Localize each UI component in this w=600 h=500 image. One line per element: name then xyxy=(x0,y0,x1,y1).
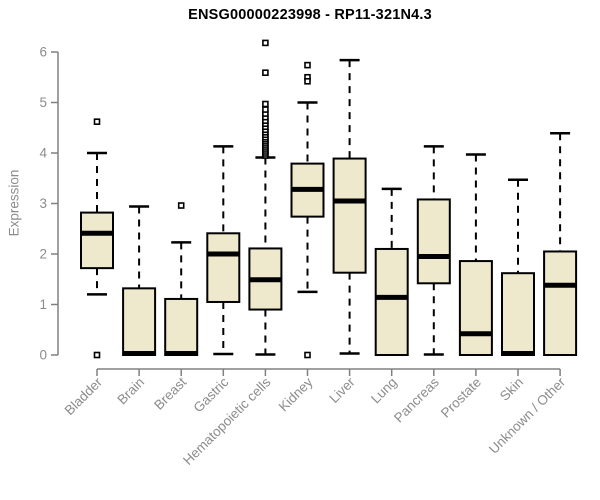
boxplot-lung: Lung xyxy=(368,187,409,407)
x-tick-label: Lung xyxy=(368,375,400,407)
y-tick-label: 0 xyxy=(39,348,47,363)
y-tick-label: 6 xyxy=(39,45,47,60)
boxplot-breast: Breast xyxy=(151,202,199,413)
y-tick-label: 1 xyxy=(39,297,47,312)
iqr-box xyxy=(458,260,493,357)
x-tick-label: Bladder xyxy=(62,374,106,418)
boxplot-kidney: Kidney xyxy=(276,61,325,414)
x-tick-label: Gastric xyxy=(191,374,232,415)
y-tick-label: 2 xyxy=(39,247,47,262)
outlier-point xyxy=(262,100,269,108)
boxplot-gastric: Gastric xyxy=(191,145,241,415)
iqr-box xyxy=(164,297,199,357)
iqr-box xyxy=(80,211,114,270)
outlier-point xyxy=(262,106,269,113)
outlier-point xyxy=(304,77,311,85)
outlier-point xyxy=(93,118,101,125)
iqr-box xyxy=(122,287,157,356)
iqr-box xyxy=(332,157,367,274)
x-tick-label: Skin xyxy=(497,375,526,404)
boxplot-liver: Liver xyxy=(326,58,367,406)
iqr-box xyxy=(206,232,241,303)
iqr-box xyxy=(501,272,535,356)
iqr-box xyxy=(543,250,578,357)
boxplot-skin: Skin xyxy=(497,178,535,404)
x-tick-label: Breast xyxy=(151,374,189,412)
x-tick-label: Kidney xyxy=(276,374,316,414)
outlier-point xyxy=(304,61,311,69)
x-tick-label: Unknown / Other xyxy=(486,374,569,457)
y-tick-label: 4 xyxy=(39,146,47,161)
outlier-point xyxy=(177,202,185,209)
boxplot-prostate: Prostate xyxy=(438,153,493,421)
boxplot-brain: Brain xyxy=(114,205,157,408)
boxplot-bladder: Bladder xyxy=(62,118,114,418)
outlier-point xyxy=(93,351,101,359)
x-tick-label: Liver xyxy=(326,374,358,406)
chart-title: ENSG00000223998 - RP11-321N4.3 xyxy=(188,7,432,23)
y-tick-label: 3 xyxy=(39,196,47,211)
outlier-point xyxy=(262,69,269,77)
iqr-box xyxy=(374,247,409,356)
y-tick-label: 5 xyxy=(39,95,47,110)
iqr-box xyxy=(416,198,451,285)
outlier-point xyxy=(262,39,269,47)
x-tick-label: Pancreas xyxy=(391,374,442,425)
outlier-point xyxy=(304,351,311,359)
x-tick-label: Brain xyxy=(114,375,147,408)
x-tick-label: Prostate xyxy=(438,375,484,421)
